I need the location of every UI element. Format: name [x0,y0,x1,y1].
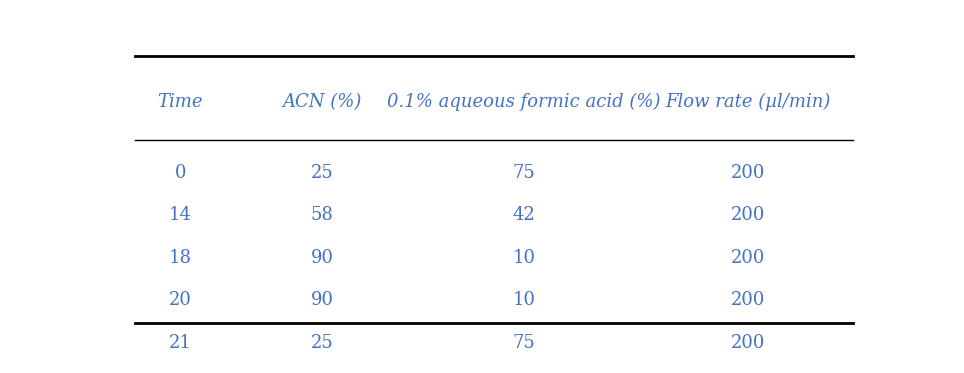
Text: 42: 42 [513,206,535,224]
Text: 90: 90 [310,291,334,309]
Text: 200: 200 [731,206,765,224]
Text: 0.1% aqueous formic acid (%): 0.1% aqueous formic acid (%) [388,93,660,111]
Text: 200: 200 [731,164,765,182]
Text: 58: 58 [310,206,334,224]
Text: 75: 75 [513,333,535,352]
Text: Flow rate (µl/min): Flow rate (µl/min) [665,93,831,111]
Text: ACN (%): ACN (%) [282,93,362,111]
Text: 10: 10 [513,248,535,267]
Text: 0: 0 [174,164,186,182]
Text: 200: 200 [731,248,765,267]
Text: 14: 14 [169,206,192,224]
Text: 200: 200 [731,333,765,352]
Text: 25: 25 [310,333,334,352]
Text: 20: 20 [169,291,192,309]
Text: 200: 200 [731,291,765,309]
Text: 90: 90 [310,248,334,267]
Text: 21: 21 [169,333,192,352]
Text: 25: 25 [310,164,334,182]
Text: 10: 10 [513,291,535,309]
Text: 18: 18 [169,248,192,267]
Text: 75: 75 [513,164,535,182]
Text: Time: Time [157,93,203,111]
